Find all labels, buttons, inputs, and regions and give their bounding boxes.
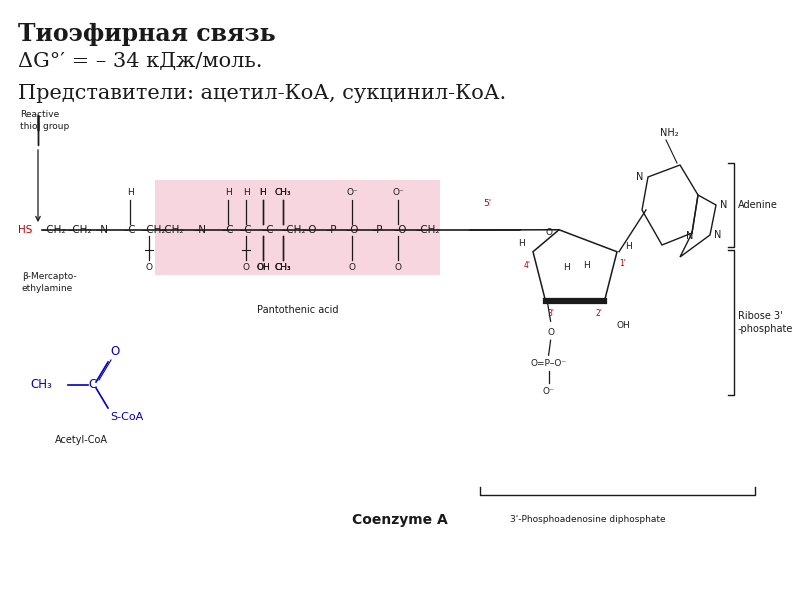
Text: 3': 3' <box>547 309 554 318</box>
Text: Adenine: Adenine <box>738 200 778 210</box>
Text: 3'-Phosphoadenosine diphosphate: 3'-Phosphoadenosine diphosphate <box>510 515 666 524</box>
Text: Pantothenic acid: Pantothenic acid <box>258 305 338 315</box>
Text: N: N <box>720 200 727 210</box>
Text: O⁻: O⁻ <box>346 188 358 197</box>
Text: 2': 2' <box>595 309 602 318</box>
Text: OH: OH <box>256 263 270 272</box>
Text: Тиоэфирная связь: Тиоэфирная связь <box>18 22 276 46</box>
Text: –O: –O <box>303 225 317 235</box>
Text: O⁻: O⁻ <box>392 188 404 197</box>
Text: –N: –N <box>193 225 206 235</box>
Text: –CH₂: –CH₂ <box>42 225 66 235</box>
Text: –C: –C <box>222 225 234 235</box>
Text: Acetyl-CoA: Acetyl-CoA <box>55 435 108 445</box>
Text: O: O <box>349 263 355 272</box>
Text: O⁻: O⁻ <box>542 387 554 396</box>
Text: –CH₂: –CH₂ <box>160 225 185 235</box>
Text: –O: –O <box>393 225 406 235</box>
Text: H: H <box>518 239 525 248</box>
Text: O: O <box>146 263 153 272</box>
Text: ΔG°′ = – 34 кДж/моль.: ΔG°′ = – 34 кДж/моль. <box>18 52 262 71</box>
Text: N: N <box>714 230 722 240</box>
Text: OH: OH <box>256 263 270 272</box>
Text: Представители: ацетил-КоА, сукцинил-КоА.: Представители: ацетил-КоА, сукцинил-КоА. <box>18 84 506 103</box>
Text: –CH₂: –CH₂ <box>281 225 306 235</box>
Text: O=P–O⁻: O=P–O⁻ <box>530 359 566 368</box>
Bar <box>155 180 440 275</box>
Text: N: N <box>686 231 694 241</box>
Text: 4': 4' <box>524 260 531 269</box>
Text: H: H <box>260 188 266 197</box>
Text: H: H <box>225 188 231 197</box>
Text: O: O <box>242 263 250 272</box>
Text: –C: –C <box>240 225 253 235</box>
Text: CH₃: CH₃ <box>274 263 291 272</box>
Text: O: O <box>547 328 554 337</box>
Text: CH₃: CH₃ <box>274 263 291 272</box>
Text: –P: –P <box>325 225 337 235</box>
Text: O: O <box>110 345 119 358</box>
Text: CH₃: CH₃ <box>274 188 291 197</box>
Text: Reactive
thiol group: Reactive thiol group <box>20 110 70 131</box>
Text: H: H <box>564 263 570 272</box>
Text: HS: HS <box>18 225 32 235</box>
Text: β-Mercapto-
ethylamine: β-Mercapto- ethylamine <box>22 272 77 293</box>
Text: H: H <box>260 188 266 197</box>
Text: C: C <box>88 379 96 391</box>
Text: CH₃: CH₃ <box>30 379 52 391</box>
Text: S-CoA: S-CoA <box>110 412 143 422</box>
Text: H: H <box>625 242 632 251</box>
Text: –N: –N <box>96 225 109 235</box>
Text: H: H <box>126 188 134 197</box>
Text: 1': 1' <box>619 259 626 268</box>
Text: –P: –P <box>371 225 382 235</box>
Text: –CH₂: –CH₂ <box>68 225 93 235</box>
Text: Coenzyme A: Coenzyme A <box>352 513 448 527</box>
Text: O: O <box>546 228 553 237</box>
Text: H: H <box>280 188 286 197</box>
Text: OH: OH <box>256 263 270 272</box>
Text: H: H <box>584 260 590 269</box>
Text: CH₃: CH₃ <box>274 188 291 197</box>
Text: –C: –C <box>261 225 274 235</box>
Text: NH₂: NH₂ <box>660 128 678 138</box>
Text: OH: OH <box>616 321 630 330</box>
Text: H: H <box>242 188 250 197</box>
Text: Ribose 3'
-phosphate: Ribose 3' -phosphate <box>738 311 794 334</box>
Text: O: O <box>394 263 402 272</box>
Text: H: H <box>260 188 266 197</box>
Text: CH₃: CH₃ <box>274 263 291 272</box>
Text: –C: –C <box>124 225 137 235</box>
Text: –CH₂: –CH₂ <box>415 225 439 235</box>
Text: –CH₂: –CH₂ <box>142 225 166 235</box>
Text: –O: –O <box>346 225 359 235</box>
Text: N: N <box>636 172 643 182</box>
Text: 5': 5' <box>483 199 491 208</box>
